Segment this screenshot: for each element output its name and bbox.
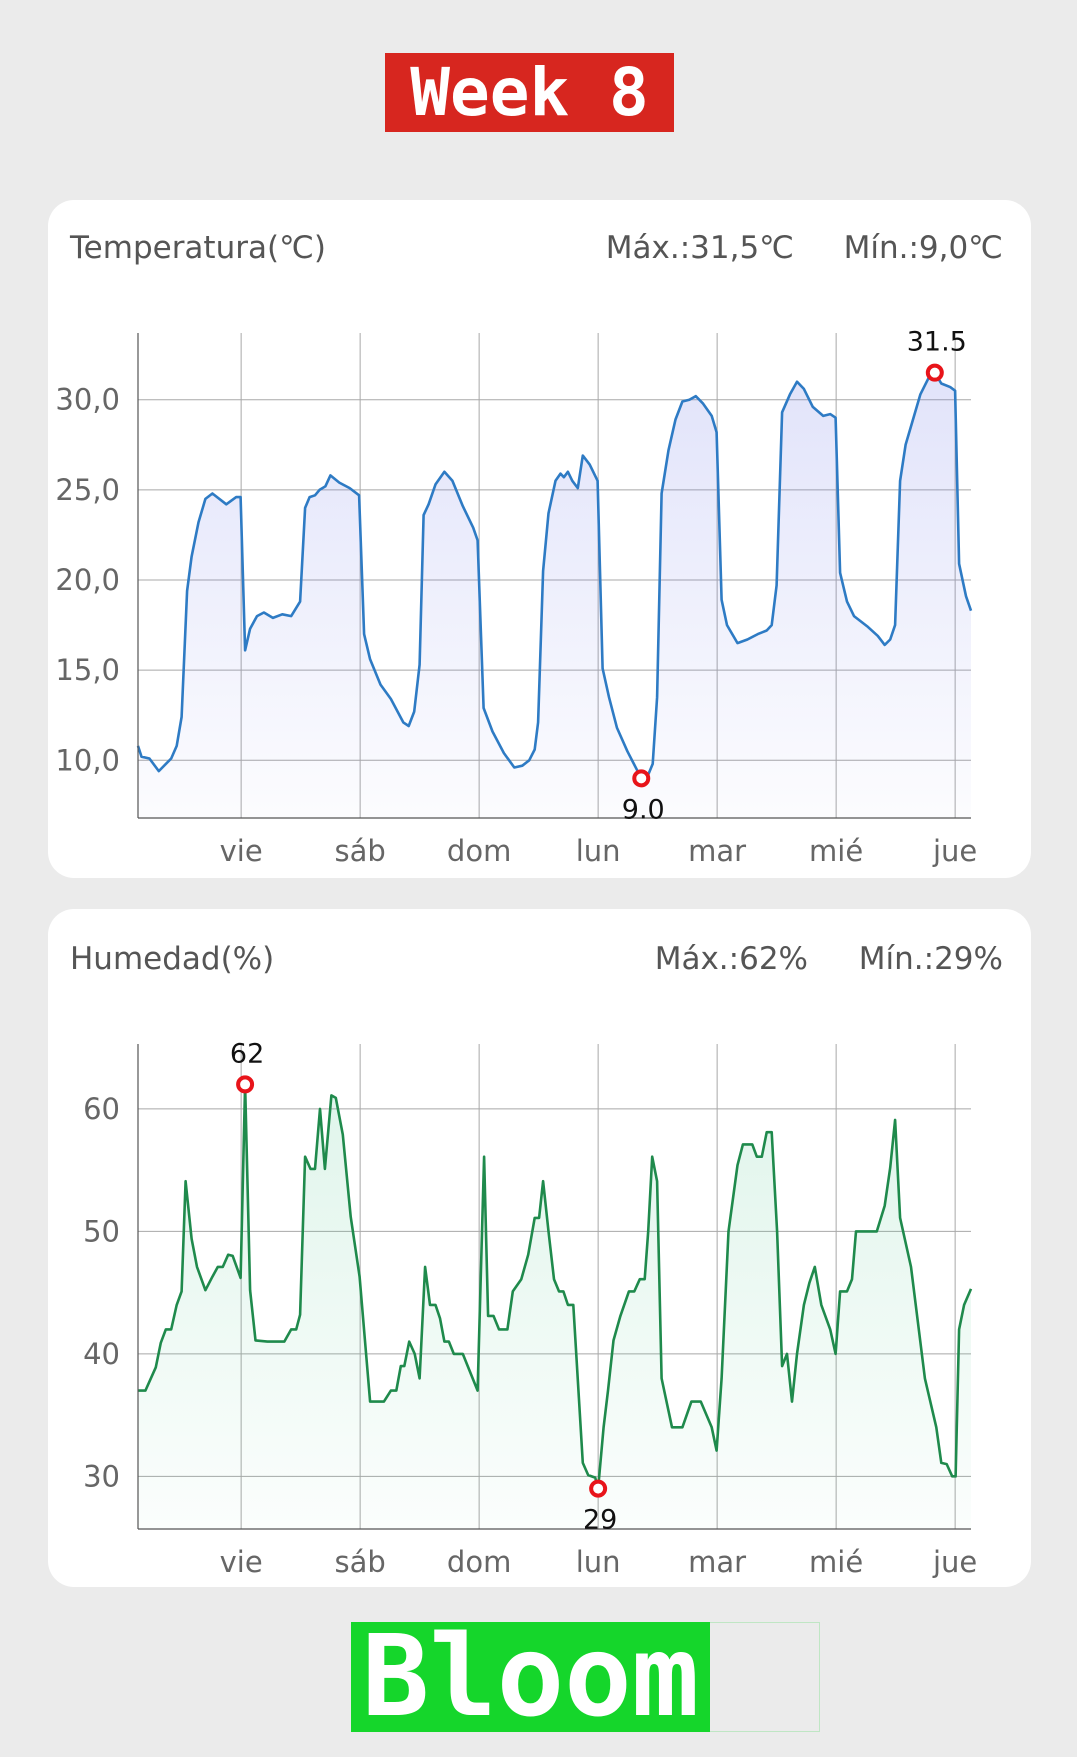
x-tick-label: dom — [447, 834, 511, 868]
x-tick-label: mié — [809, 1545, 863, 1579]
max-summary: Máx.:62% — [655, 941, 808, 977]
series-line — [138, 1083, 973, 1490]
x-tick-label: vie — [220, 834, 263, 868]
y-tick-label: 15,0 — [55, 653, 120, 687]
max-value-label: 62 — [230, 1038, 264, 1069]
y-tick-label: 30,0 — [55, 383, 120, 417]
humidity-chart: Humedad(%) Máx.:62% Mín.:29% 30 40 50 60 vie sáb… — [70, 941, 1003, 1579]
min-marker — [632, 769, 651, 788]
area-fill — [138, 372, 971, 818]
temperature-chart: Temperatura(℃) Máx.:31,5℃ Mín.:9,0℃ 10,0 15,… — [55, 230, 1003, 868]
max-marker — [925, 363, 944, 382]
y-tick-label: 20,0 — [55, 563, 120, 597]
area-fill — [138, 1084, 971, 1529]
y-tick-label: 40 — [83, 1337, 120, 1371]
x-tick-label: sáb — [334, 1545, 385, 1579]
min-value-label: 9.0 — [622, 794, 665, 825]
chart-title: Humedad(%) — [70, 941, 274, 977]
max-summary: Máx.:31,5℃ — [606, 230, 794, 266]
max-value-label: 31.5 — [907, 327, 967, 358]
humidity-card: Humedad(%) Máx.:62% Mín.:29% 30 40 50 60 vie sáb… — [48, 909, 1031, 1587]
x-tick-label: lun — [576, 1545, 621, 1579]
chart-title: Temperatura(℃) — [69, 230, 326, 266]
min-summary: Mín.:29% — [859, 941, 1003, 977]
y-tick-label: 10,0 — [55, 743, 120, 777]
max-marker — [236, 1075, 255, 1094]
x-tick-label: lun — [576, 834, 621, 868]
min-value-label: 29 — [583, 1505, 617, 1536]
x-tick-label: dom — [447, 1545, 511, 1579]
x-tick-label: jue — [932, 834, 977, 868]
x-tick-label: mar — [688, 834, 746, 868]
min-marker — [589, 1479, 608, 1498]
temperature-card: Temperatura(℃) Máx.:31,5℃ Mín.:9,0℃ 10,0 15,… — [48, 200, 1031, 878]
x-tick-label: jue — [932, 1545, 977, 1579]
stage-banner: Bloom — [351, 1621, 710, 1733]
y-tick-label: 50 — [83, 1214, 120, 1248]
series-line — [136, 371, 973, 780]
week-banner: Week 8 — [385, 53, 674, 132]
x-tick-label: vie — [220, 1545, 263, 1579]
x-tick-label: mié — [809, 834, 863, 868]
y-tick-label: 60 — [83, 1092, 120, 1126]
y-tick-label: 30 — [83, 1459, 120, 1493]
min-summary: Mín.:9,0℃ — [844, 230, 1003, 266]
x-tick-label: sáb — [334, 834, 385, 868]
x-tick-label: mar — [688, 1545, 746, 1579]
y-tick-label: 25,0 — [55, 473, 120, 507]
